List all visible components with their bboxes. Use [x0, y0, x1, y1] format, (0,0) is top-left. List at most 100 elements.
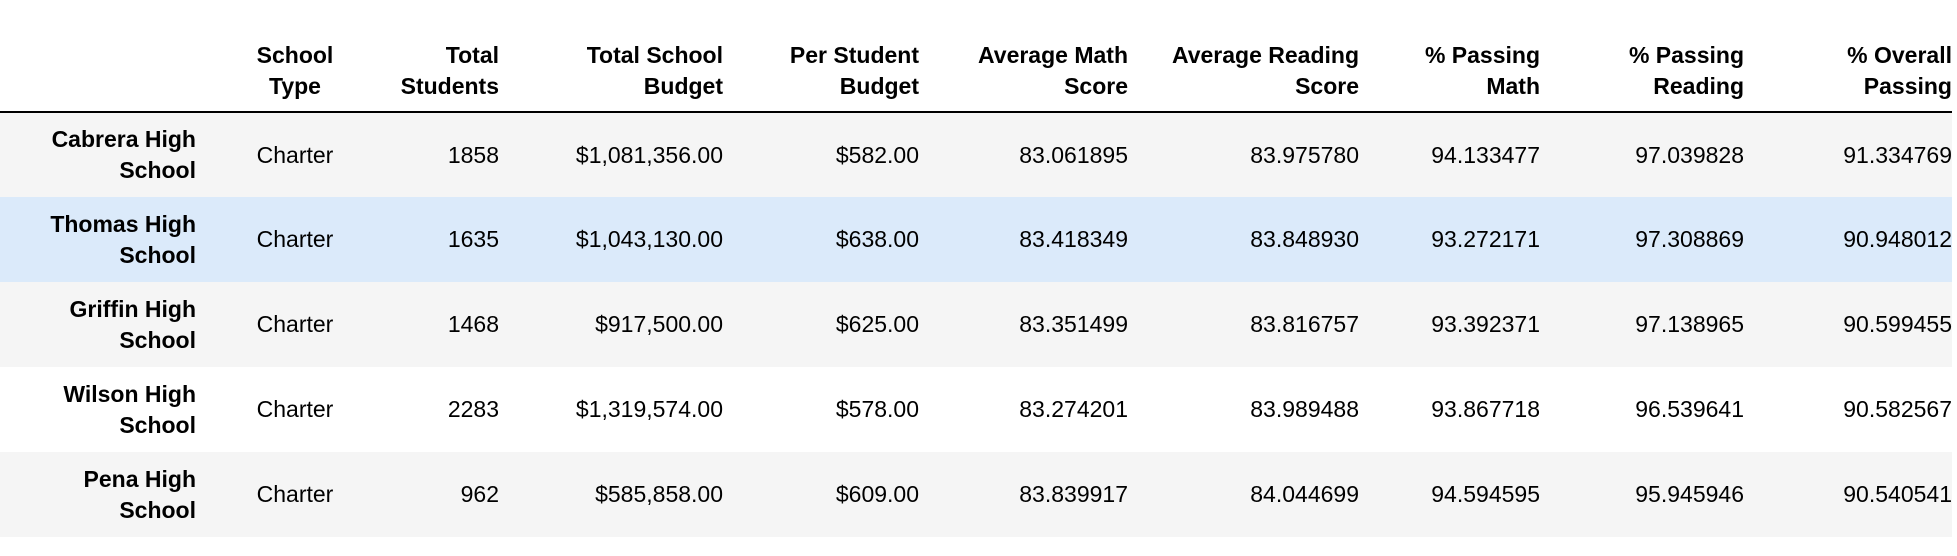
row-index-school: Griffin High School	[0, 282, 196, 367]
cell-value: 93.392371	[1431, 311, 1540, 337]
cell-per-student-budget: $609.00	[723, 452, 919, 537]
cell-average-math-score: 83.351499	[919, 282, 1128, 367]
cell-total-school-budget: $585,858.00	[499, 452, 723, 537]
cell-value: Charter	[256, 141, 334, 168]
table-row: Cabrera High School Charter 1858 $1,081,…	[0, 112, 1952, 197]
row-index-school: Cabrera High School	[0, 112, 196, 197]
cell-average-math-score: 83.274201	[919, 367, 1128, 452]
column-header-label: School Type	[256, 42, 334, 99]
cell-pct-passing-math: 94.594595	[1359, 452, 1540, 537]
cell-value: 90.948012	[1843, 226, 1952, 252]
cell-value: 1858	[447, 141, 499, 168]
cell-average-math-score: 83.839917	[919, 452, 1128, 537]
column-header-label: Average Math Score	[978, 42, 1128, 99]
cell-total-school-budget: $1,081,356.00	[499, 112, 723, 197]
cell-value: $1,319,574.00	[575, 396, 723, 422]
cell-school-type: Charter	[196, 197, 336, 282]
cell-per-student-budget: $625.00	[723, 282, 919, 367]
header-row: School Type Total Students Total School …	[0, 36, 1952, 113]
row-index-school: Wilson High School	[0, 367, 196, 452]
cell-value: 83.274201	[1019, 396, 1128, 422]
cell-total-students: 1635	[336, 197, 499, 282]
cell-value: 97.308869	[1635, 226, 1744, 252]
table-row: Wilson High School Charter 2283 $1,319,5…	[0, 367, 1952, 452]
cell-pct-passing-reading: 97.039828	[1540, 112, 1744, 197]
cell-value: 83.816757	[1250, 311, 1359, 337]
column-header-label: % Passing Reading	[1628, 42, 1744, 99]
table-body: Cabrera High School Charter 1858 $1,081,…	[0, 112, 1952, 537]
cell-school-type: Charter	[196, 452, 336, 537]
cell-value: $625.00	[835, 311, 919, 337]
column-header-label: % Passing Math	[1424, 42, 1540, 99]
cell-value: 83.351499	[1019, 311, 1128, 337]
cell-pct-passing-reading: 96.539641	[1540, 367, 1744, 452]
cell-average-math-score: 83.061895	[919, 112, 1128, 197]
cell-value: 90.582567	[1843, 396, 1952, 422]
cell-pct-overall-passing: 90.582567	[1744, 367, 1952, 452]
cell-value: $917,500.00	[595, 311, 723, 337]
cell-pct-passing-math: 93.867718	[1359, 367, 1540, 452]
cell-total-students: 2283	[336, 367, 499, 452]
cell-pct-passing-reading: 97.308869	[1540, 197, 1744, 282]
column-header-total-school-budget: Total School Budget	[499, 36, 723, 113]
cell-value: $578.00	[835, 396, 919, 422]
cell-value: 83.975780	[1250, 141, 1359, 168]
cell-pct-passing-math: 94.133477	[1359, 112, 1540, 197]
cell-value: 83.989488	[1250, 396, 1359, 422]
cell-total-students: 1858	[336, 112, 499, 197]
cell-average-reading-score: 84.044699	[1128, 452, 1359, 537]
cell-value: Charter	[256, 396, 334, 422]
table-row: Pena High School Charter 962 $585,858.00…	[0, 452, 1952, 537]
cell-value: 1635	[447, 226, 499, 252]
cell-value: 962	[460, 481, 499, 507]
cell-pct-passing-reading: 95.945946	[1540, 452, 1744, 537]
cell-school-type: Charter	[196, 112, 336, 197]
cell-value: $1,043,130.00	[575, 226, 723, 252]
cell-average-reading-score: 83.975780	[1128, 112, 1359, 197]
column-header-total-students: Total Students	[336, 36, 499, 113]
cell-average-math-score: 83.418349	[919, 197, 1128, 282]
cell-pct-overall-passing: 90.540541	[1744, 452, 1952, 537]
cell-value: 90.599455	[1843, 311, 1952, 337]
table-row: Griffin High School Charter 1468 $917,50…	[0, 282, 1952, 367]
column-header-average-math-score: Average Math Score	[919, 36, 1128, 113]
cell-value: Charter	[256, 311, 334, 337]
cell-value: $609.00	[835, 481, 919, 507]
index-header	[0, 36, 196, 113]
cell-pct-overall-passing: 91.334769	[1744, 112, 1952, 197]
row-index-label: Cabrera High School	[51, 126, 196, 183]
cell-value: 1468	[447, 311, 499, 337]
cell-pct-overall-passing: 90.599455	[1744, 282, 1952, 367]
cell-pct-passing-math: 93.392371	[1359, 282, 1540, 367]
cell-value: 84.044699	[1250, 481, 1359, 507]
row-index-school: Pena High School	[0, 452, 196, 537]
cell-value: $585,858.00	[595, 481, 723, 507]
cell-value: 91.334769	[1843, 141, 1952, 168]
cell-value: Charter	[256, 226, 334, 252]
column-header-school-type: School Type	[196, 36, 336, 113]
cell-total-school-budget: $917,500.00	[499, 282, 723, 367]
column-header-label: Per Student Budget	[789, 42, 919, 99]
cell-pct-overall-passing: 90.948012	[1744, 197, 1952, 282]
cell-value: 2283	[447, 396, 499, 422]
cell-value: 83.418349	[1019, 226, 1128, 252]
cell-value: 83.848930	[1250, 226, 1359, 252]
row-index-label: Pena High School	[83, 465, 196, 523]
cell-value: 94.133477	[1431, 141, 1540, 168]
cell-school-type: Charter	[196, 282, 336, 367]
column-header-label: % Overall Passing	[1847, 42, 1952, 99]
cell-value: 97.039828	[1635, 141, 1744, 168]
cell-value: 83.061895	[1019, 141, 1128, 168]
column-header-average-reading-score: Average Reading Score	[1128, 36, 1359, 113]
cell-value: 83.839917	[1019, 481, 1128, 507]
cell-value: 93.867718	[1431, 396, 1540, 422]
cell-pct-passing-reading: 97.138965	[1540, 282, 1744, 367]
column-header-label: Average Reading Score	[1171, 42, 1359, 99]
cell-value: 93.272171	[1431, 226, 1540, 252]
cell-value: 95.945946	[1635, 481, 1744, 507]
cell-total-students: 962	[336, 452, 499, 537]
cell-value: $582.00	[835, 141, 919, 168]
column-header-label: Total Students	[400, 42, 499, 99]
column-header-label: Total School Budget	[586, 42, 723, 99]
